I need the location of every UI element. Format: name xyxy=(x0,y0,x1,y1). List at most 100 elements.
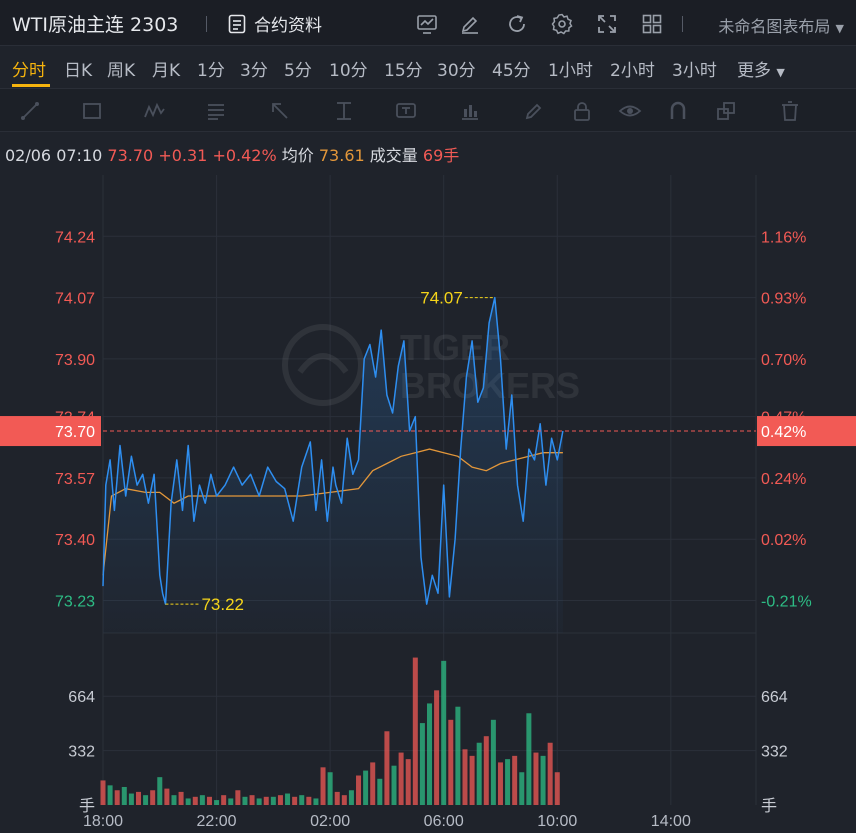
price-area xyxy=(103,297,563,633)
refresh-icon[interactable] xyxy=(505,12,529,36)
volume-bar xyxy=(427,703,432,805)
x-tick-label: 22:00 xyxy=(197,813,237,830)
arrow-tool-icon[interactable] xyxy=(268,99,292,123)
period-tab-more[interactable]: 更多 ▼ xyxy=(737,56,785,81)
y-tick-label: 74.24 xyxy=(55,229,95,246)
volume-bar xyxy=(178,791,184,805)
current-price-label: 73.70 xyxy=(55,424,95,441)
period-tab-3min[interactable]: 3分 xyxy=(240,61,268,81)
volume-unit-label: 手 xyxy=(79,797,95,815)
period-tab-10min[interactable]: 10分 xyxy=(329,61,368,81)
measure-tool-icon[interactable] xyxy=(458,99,482,123)
period-tab-5min[interactable]: 5分 xyxy=(284,61,312,81)
period-tab-week[interactable]: 周K xyxy=(107,61,136,81)
trash-icon[interactable] xyxy=(778,99,802,123)
drawing-toolbar xyxy=(0,88,856,132)
period-tab-1h[interactable]: 1小时 xyxy=(548,61,593,81)
period-tab-day[interactable]: 日K xyxy=(64,61,93,81)
volume-bar xyxy=(185,798,191,805)
lock-icon[interactable] xyxy=(570,99,594,123)
volume-bar xyxy=(228,798,234,805)
volume-bar xyxy=(462,749,468,805)
pen-tool-icon[interactable] xyxy=(522,99,546,123)
period-tab-month[interactable]: 月K xyxy=(152,61,181,81)
quote-change-pct: +0.42% xyxy=(212,146,277,165)
period-tab-intraday[interactable]: 分时 xyxy=(12,61,46,81)
volume-bar xyxy=(171,795,177,805)
more-label: 更多 xyxy=(737,61,771,81)
fib-tool-icon[interactable] xyxy=(204,99,228,123)
chart-monitor-icon[interactable] xyxy=(415,12,439,36)
volume-bar xyxy=(547,742,553,805)
volume-bar xyxy=(533,752,539,805)
volume-bar xyxy=(299,795,305,805)
volume-bar xyxy=(490,719,496,805)
volume-bar xyxy=(320,767,326,805)
period-tab-15min[interactable]: 15分 xyxy=(384,61,423,81)
volume-bar xyxy=(164,788,170,805)
volume-bar xyxy=(455,706,461,805)
volume-bar xyxy=(107,785,113,805)
volume-bar xyxy=(114,790,120,805)
period-tab-30min[interactable]: 30分 xyxy=(437,61,476,81)
volume-bar xyxy=(313,798,319,805)
volume-tick-label: 664 xyxy=(68,689,95,706)
pct-tick-label: 0.02% xyxy=(761,532,806,549)
period-tab-1min[interactable]: 1分 xyxy=(197,61,225,81)
volume-bar xyxy=(214,800,220,805)
volume-bar xyxy=(143,795,149,805)
pct-tick-label: -0.21% xyxy=(761,594,812,611)
volume-bar xyxy=(540,755,546,805)
period-tab-45min[interactable]: 45分 xyxy=(492,61,531,81)
volume-bar xyxy=(370,762,376,805)
volume-label: 成交量 xyxy=(369,146,418,165)
contract-info-button[interactable]: 合约资料 xyxy=(228,11,322,36)
pct-tick-label: 1.16% xyxy=(761,229,806,246)
period-tab-3h[interactable]: 3小时 xyxy=(672,61,717,81)
high-price-label: 74.07 xyxy=(420,289,463,308)
wave-tool-icon[interactable] xyxy=(142,99,166,123)
layout-selector[interactable]: 未命名图表布局 ▼ xyxy=(718,13,844,37)
volume-bar xyxy=(505,759,511,805)
price-chart-layer: 74.07 73.22 xyxy=(102,289,564,633)
volume-bar xyxy=(292,796,298,805)
edit-icon[interactable] xyxy=(458,12,482,36)
volume-bar xyxy=(419,723,425,805)
volume-bar xyxy=(128,793,134,805)
volume-bar xyxy=(192,796,198,805)
price-range-tool-icon[interactable] xyxy=(332,99,356,123)
avg-price-line xyxy=(102,448,563,576)
volume-bar xyxy=(235,790,241,805)
volume-bar xyxy=(483,736,489,805)
contract-title[interactable]: WTI原油主连 2303 xyxy=(12,14,179,36)
magnet-icon[interactable] xyxy=(666,99,690,123)
volume-bar xyxy=(384,731,390,805)
volume-bar xyxy=(327,772,333,805)
grid-layout-icon[interactable] xyxy=(640,12,664,36)
text-tool-icon[interactable] xyxy=(394,99,418,123)
settings-icon[interactable] xyxy=(550,12,574,36)
fullscreen-icon[interactable] xyxy=(595,12,619,36)
period-tab-2h[interactable]: 2小时 xyxy=(610,61,655,81)
current-pct-label: 0.42% xyxy=(761,424,806,441)
volume-bar xyxy=(356,775,362,805)
volume-bar xyxy=(135,791,141,805)
layers-icon[interactable] xyxy=(714,99,738,123)
volume-bar xyxy=(441,660,447,805)
x-tick-label: 02:00 xyxy=(310,813,350,830)
volume-chart-layer xyxy=(100,657,560,805)
trend-line-tool-icon[interactable] xyxy=(18,99,42,123)
x-tick-label: 10:00 xyxy=(537,813,577,830)
eye-icon[interactable] xyxy=(618,99,642,123)
volume-bar xyxy=(306,796,312,805)
volume-bar xyxy=(334,791,340,805)
volume-bar xyxy=(242,796,248,805)
title-bar: WTI原油主连 2303 合约资料 xyxy=(0,0,856,46)
volume-bar xyxy=(277,795,283,805)
volume-bar xyxy=(554,772,560,805)
pct-tick-label: 0.93% xyxy=(761,291,806,308)
rectangle-tool-icon[interactable] xyxy=(80,99,104,123)
current-price-badge xyxy=(0,416,101,447)
document-icon xyxy=(228,14,246,33)
